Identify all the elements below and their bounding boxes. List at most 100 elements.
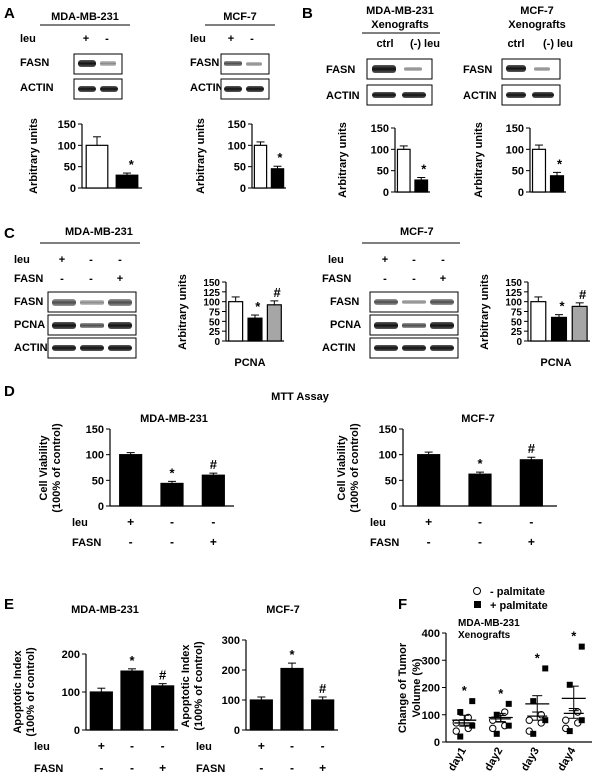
bar (228, 301, 244, 342)
point-minus-palmitate (525, 716, 533, 724)
y-tick-label: 0 (240, 183, 246, 195)
bar (120, 670, 144, 731)
label-minus: - (89, 273, 93, 285)
point-plus-palmitate (566, 681, 573, 688)
panel-c-blots: MDA-MB-231 leu + - - FASN - - + FASN PCN… (14, 226, 460, 359)
y-tick-label: 100 (228, 140, 246, 152)
y-axis-label: Arbitrary units (337, 122, 349, 198)
condition-fasn: + (528, 535, 535, 549)
label-pcna: PCNA (330, 319, 361, 331)
label-plus: + (83, 33, 89, 45)
bar (531, 148, 547, 193)
chart-e-apoptosis-mcf-7: 0 100 200 300 + - * - - # - + leu FASN Apoptotic Index… (180, 604, 338, 775)
y-tick-label: 150 (506, 123, 524, 135)
chart-b-mda-mb-231-xenografts: 0 50 100 150 * Arbitrary units (337, 122, 430, 199)
significance-marker: * (477, 456, 483, 471)
point-plus-palmitate (542, 665, 549, 672)
blot-title-b-left-line2: Xenografts (371, 19, 428, 31)
label-fasn: FASN (326, 64, 355, 76)
chart-title: MDA-MB-231 (458, 618, 520, 629)
significance-marker: * (571, 629, 577, 644)
label-minus: - (250, 33, 254, 45)
y-tick-label: 125 (505, 288, 522, 299)
point-plus-palmitate (542, 717, 549, 724)
significance-marker: * (535, 650, 541, 665)
y-tick-label: 50 (64, 162, 76, 174)
y-tick-label: 150 (86, 424, 104, 436)
y-axis-label: (100% of control) (193, 641, 205, 731)
legend-plus-palmitate: + palmitate (490, 600, 548, 612)
point-plus-palmitate (493, 730, 500, 737)
chart-title: MCF-7 (461, 413, 495, 425)
point-plus-palmitate (566, 728, 573, 735)
bar (201, 474, 225, 507)
panel-letter-c: C (4, 225, 15, 242)
bar (249, 699, 273, 731)
bar (253, 144, 268, 189)
panel-letter-f: F (398, 596, 407, 613)
bar (280, 667, 304, 731)
x-tick-label-day2: day2 (482, 746, 505, 774)
condition-leu: - (170, 515, 174, 529)
y-tick-label: 125 (203, 288, 220, 299)
significance-marker: * (255, 299, 261, 314)
bar (530, 301, 547, 342)
y-tick-label: 0 (434, 737, 440, 749)
chart-b-mcf-7-xenografts: 0 50 100 150 * Arbitrary units (473, 122, 566, 199)
bar (151, 685, 175, 731)
blot-title-b-right-line2: Xenografts (508, 19, 565, 31)
y-tick-label: 400 (422, 628, 440, 640)
significance-marker: * (557, 156, 563, 171)
y-tick-label: 25 (209, 327, 221, 338)
condition-leu: + (98, 739, 105, 753)
bar (247, 317, 263, 342)
y-tick-label: 100 (379, 450, 397, 462)
y-tick-label: 150 (505, 278, 522, 289)
y-tick-label: 50 (385, 475, 397, 487)
significance-marker: * (462, 683, 468, 698)
label-leu: leu (328, 254, 344, 266)
y-tick-label: 50 (377, 166, 389, 178)
label-neg-leu: (-) leu (410, 38, 440, 50)
label-minus: - (105, 33, 109, 45)
legend-minus-palmitate: - palmitate (490, 586, 545, 598)
label-plus: + (117, 273, 123, 285)
y-axis-label: (100% of control) (349, 423, 361, 513)
y-tick-label: 0 (234, 725, 240, 737)
y-tick-label: 100 (62, 687, 80, 699)
point-plus-palmitate (505, 700, 512, 707)
point-plus-palmitate (457, 733, 464, 740)
point-minus-palmitate (562, 716, 570, 724)
legend-open-circle (473, 587, 481, 595)
condition-leu: - (211, 515, 215, 529)
y-tick-label: 150 (203, 278, 220, 289)
significance-marker: # (159, 668, 167, 683)
panel-b-blots: MDA-MB-231 Xenografts ctrl (-) leu FASN … (326, 5, 573, 106)
blot-title-a-right: MCF-7 (223, 11, 257, 23)
condition-leu: + (258, 739, 265, 753)
significance-marker: * (169, 465, 175, 480)
label-plus: + (228, 33, 234, 45)
y-tick-label: 150 (58, 119, 76, 131)
y-tick-label: 300 (422, 655, 440, 667)
label-ctrl: ctrl (376, 38, 393, 50)
significance-marker: # (319, 681, 327, 696)
x-axis-label: PCNA (540, 357, 571, 369)
y-tick-label: 300 (222, 635, 240, 647)
blot-title-b-right-line1: MCF-7 (520, 5, 554, 17)
panel-letter-e: E (4, 596, 14, 613)
blot-title-b-left-line1: MDA-MB-231 (366, 5, 434, 17)
chart-title: Xenografts (458, 630, 511, 641)
point-plus-palmitate (505, 722, 512, 729)
panel-letter-a: A (4, 5, 15, 22)
point-plus-palmitate (469, 722, 476, 729)
significance-marker: * (289, 647, 295, 662)
y-tick-label: 50 (511, 317, 523, 328)
x-tick-label-day3: day3 (519, 746, 542, 774)
y-tick-label: 0 (383, 187, 389, 199)
bar (119, 454, 143, 507)
point-plus-palmitate (530, 698, 537, 705)
y-tick-label: 200 (222, 665, 240, 677)
